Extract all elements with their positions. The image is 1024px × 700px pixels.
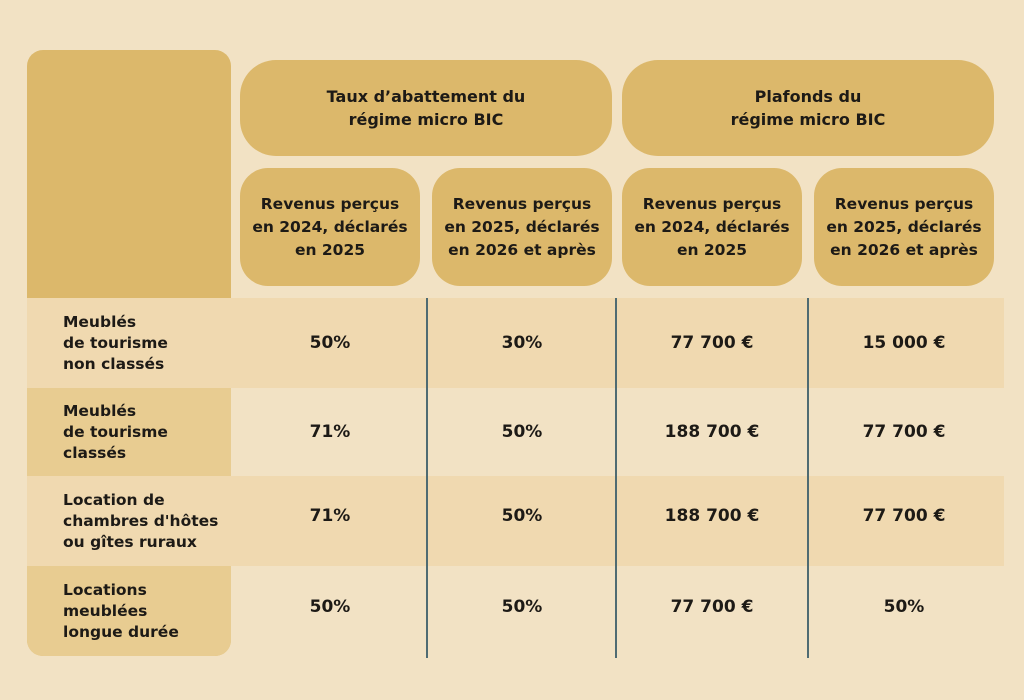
- table-cell: 50%: [501, 597, 543, 617]
- column-divider: [615, 298, 617, 658]
- column-header: Revenus perçus en 2024, déclarés en 2025: [240, 168, 420, 286]
- row-band: [231, 566, 1004, 658]
- row-label: Locations meublées longue durée: [27, 566, 231, 656]
- column-header-label: Revenus perçus en 2024, déclarés en 2025: [634, 194, 790, 259]
- column-header-label: Revenus perçus en 2025, déclarés en 2026…: [826, 194, 982, 259]
- group-header-abattement: Taux d’abattement du régime micro BIC: [240, 60, 612, 156]
- table-cell: 77 700 €: [670, 597, 754, 617]
- row-label-text: Locations meublées longue durée: [63, 580, 179, 641]
- row-label-text: Meublés de tourisme classés: [63, 401, 168, 462]
- group-header-label: Taux d’abattement du régime micro BIC: [326, 87, 526, 129]
- column-header: Revenus perçus en 2024, déclarés en 2025: [622, 168, 802, 286]
- table-cell: 50%: [309, 333, 351, 353]
- table-cell: 188 700 €: [664, 506, 760, 526]
- column-header: Revenus perçus en 2025, déclarés en 2026…: [432, 168, 612, 286]
- table-cell: 50%: [501, 506, 543, 526]
- column-divider: [426, 298, 428, 658]
- column-header: Revenus perçus en 2025, déclarés en 2026…: [814, 168, 994, 286]
- column-header-label: Revenus perçus en 2025, déclarés en 2026…: [444, 194, 600, 259]
- group-header-label: Plafonds du régime micro BIC: [730, 87, 886, 129]
- table-cell: 30%: [501, 333, 543, 353]
- table-cell: 77 700 €: [862, 506, 946, 526]
- table-cell: 77 700 €: [670, 333, 754, 353]
- row-label: Location de chambres d'hôtes ou gîtes ru…: [27, 476, 231, 566]
- table-cell: 71%: [309, 422, 351, 442]
- row-band: [231, 388, 1004, 476]
- table-cell: 71%: [309, 506, 351, 526]
- table-cell: 15 000 €: [862, 333, 946, 353]
- row-band: [231, 476, 1004, 566]
- table-cell: 50%: [309, 597, 351, 617]
- row-band: [231, 298, 1004, 388]
- column-divider: [807, 298, 809, 658]
- table-cell: 50%: [501, 422, 543, 442]
- row-label: Meublés de tourisme non classés: [27, 298, 231, 388]
- table-cell: 50%: [883, 597, 925, 617]
- row-label: Meublés de tourisme classés: [27, 388, 231, 476]
- table-cell: 77 700 €: [862, 422, 946, 442]
- row-label-text: Location de chambres d'hôtes ou gîtes ru…: [63, 490, 219, 551]
- group-header-plafonds: Plafonds du régime micro BIC: [622, 60, 994, 156]
- column-header-label: Revenus perçus en 2024, déclarés en 2025: [252, 194, 408, 259]
- table-cell: 188 700 €: [664, 422, 760, 442]
- row-label-text: Meublés de tourisme non classés: [63, 312, 168, 373]
